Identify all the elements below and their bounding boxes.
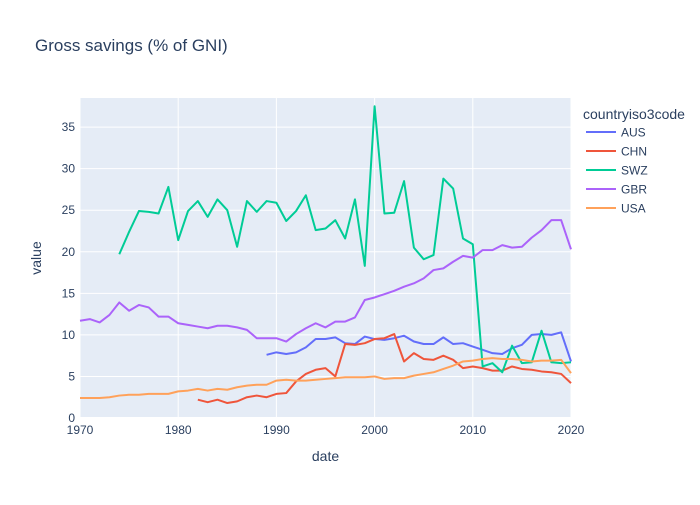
series-line-gbr xyxy=(79,219,572,343)
legend-label: GBR xyxy=(621,183,647,197)
y-tick-label: 10 xyxy=(62,328,76,342)
x-tick-labels: 1970 1980 1990 2000 2010 2020 xyxy=(67,423,585,437)
x-axis-title: date xyxy=(312,448,339,464)
lines-layer xyxy=(79,105,572,405)
x-tick-label: 1970 xyxy=(67,423,94,437)
chart-title: Gross savings (% of GNI) xyxy=(35,36,228,55)
series-line-swz xyxy=(118,105,572,374)
y-axis-title: value xyxy=(28,241,44,275)
legend-item-chn[interactable]: CHN xyxy=(586,145,647,159)
x-tick-label: 1980 xyxy=(165,423,192,437)
series-line-usa xyxy=(80,357,572,400)
y-tick-label: 30 xyxy=(62,162,76,176)
x-tick-label: 2000 xyxy=(361,423,388,437)
legend-label: AUS xyxy=(621,126,646,140)
legend: countryiso3code AUS CHN SWZ GBR USA xyxy=(583,106,685,216)
legend-item-aus[interactable]: AUS xyxy=(586,126,646,140)
series-line-chn xyxy=(197,333,572,405)
legend-label: CHN xyxy=(621,145,647,159)
y-tick-label: 15 xyxy=(62,286,76,300)
y-tick-label: 20 xyxy=(62,245,76,259)
legend-label: SWZ xyxy=(621,164,648,178)
series-line-aus xyxy=(266,331,572,362)
y-tick-label: 0 xyxy=(68,411,75,425)
y-tick-labels: 0 5 10 15 20 25 30 35 xyxy=(62,120,76,425)
legend-item-swz[interactable]: SWZ xyxy=(586,164,648,178)
legend-title: countryiso3code xyxy=(583,106,685,122)
legend-item-usa[interactable]: USA xyxy=(586,202,646,216)
x-tick-label: 1990 xyxy=(263,423,290,437)
grid-layer xyxy=(79,98,572,419)
y-tick-label: 25 xyxy=(62,203,76,217)
legend-label: USA xyxy=(621,202,646,216)
x-tick-label: 2010 xyxy=(459,423,486,437)
y-tick-label: 35 xyxy=(62,120,76,134)
y-tick-label: 5 xyxy=(68,369,75,383)
legend-item-gbr[interactable]: GBR xyxy=(586,183,647,197)
x-tick-label: 2020 xyxy=(558,423,585,437)
